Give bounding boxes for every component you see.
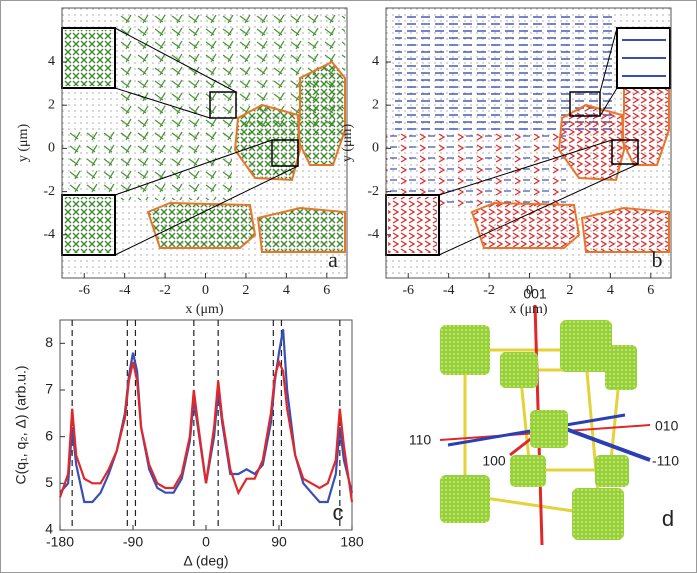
panel-label: a (328, 247, 338, 272)
x-tick-label: 6 (323, 283, 330, 298)
x-tick-label: 6 (647, 283, 654, 298)
panel-label: d (662, 506, 674, 531)
y-axis-label: y (μm) (16, 124, 31, 163)
y-tick-label: 8 (45, 334, 53, 350)
x-tick-label: 0 (202, 534, 210, 550)
y-tick-label: 4 (372, 54, 379, 69)
x-tick-label: -6 (402, 283, 414, 298)
x-axis-label: x (μm) (509, 302, 548, 317)
axis-label: 110 (409, 432, 432, 448)
x-tick-label: -6 (78, 283, 90, 298)
x-tick-label: 180 (340, 534, 364, 550)
x-tick-label: -2 (483, 283, 495, 298)
cluster-diagram (440, 305, 650, 545)
x-tick-label: 4 (607, 283, 614, 298)
y-tick-label: 7 (45, 381, 53, 397)
panel-label: b (652, 247, 663, 272)
axis-label: 100 (482, 453, 506, 469)
panel-a-map (62, 8, 347, 278)
x-tick-label: -90 (123, 534, 143, 550)
y-axis-label: C(q₁, q₂, Δ) (arb.u.) (13, 365, 29, 484)
x-axis-label: x (μm) (185, 302, 224, 317)
x-tick-label: -4 (119, 283, 131, 298)
x-tick-label: 0 (202, 283, 209, 298)
x-tick-label: -2 (159, 283, 171, 298)
x-axis-label: Δ (deg) (183, 553, 228, 569)
y-tick-label: 0 (48, 141, 55, 156)
x-tick-label: -4 (443, 283, 455, 298)
y-tick-label: -4 (43, 227, 55, 242)
plot-frame (60, 320, 352, 530)
x-tick-label: 0 (526, 283, 533, 298)
panel-b-map (386, 8, 671, 278)
y-tick-label: 4 (45, 521, 53, 537)
y-axis-label: y (μm) (340, 124, 355, 163)
axis-label: 010 (655, 418, 679, 434)
y-tick-label: 2 (372, 97, 379, 112)
x-tick-label: 2 (566, 283, 573, 298)
y-tick-label: 0 (372, 141, 379, 156)
y-tick-label: 2 (48, 97, 55, 112)
y-tick-label: -2 (43, 184, 55, 199)
x-tick-label: 90 (271, 534, 287, 550)
series-line (60, 362, 352, 502)
y-tick-label: -4 (367, 227, 379, 242)
x-tick-label: 2 (242, 283, 249, 298)
figure: 001 010 110 100 -110 d -6-4-20246-4-2024… (0, 0, 697, 573)
y-tick-label: 5 (45, 474, 53, 490)
y-tick-label: 4 (48, 54, 55, 69)
x-tick-label: 4 (283, 283, 290, 298)
axis-label: -110 (652, 453, 679, 469)
y-tick-label: -2 (367, 184, 379, 199)
panel-label: c (333, 500, 344, 525)
y-tick-label: 6 (45, 427, 53, 443)
